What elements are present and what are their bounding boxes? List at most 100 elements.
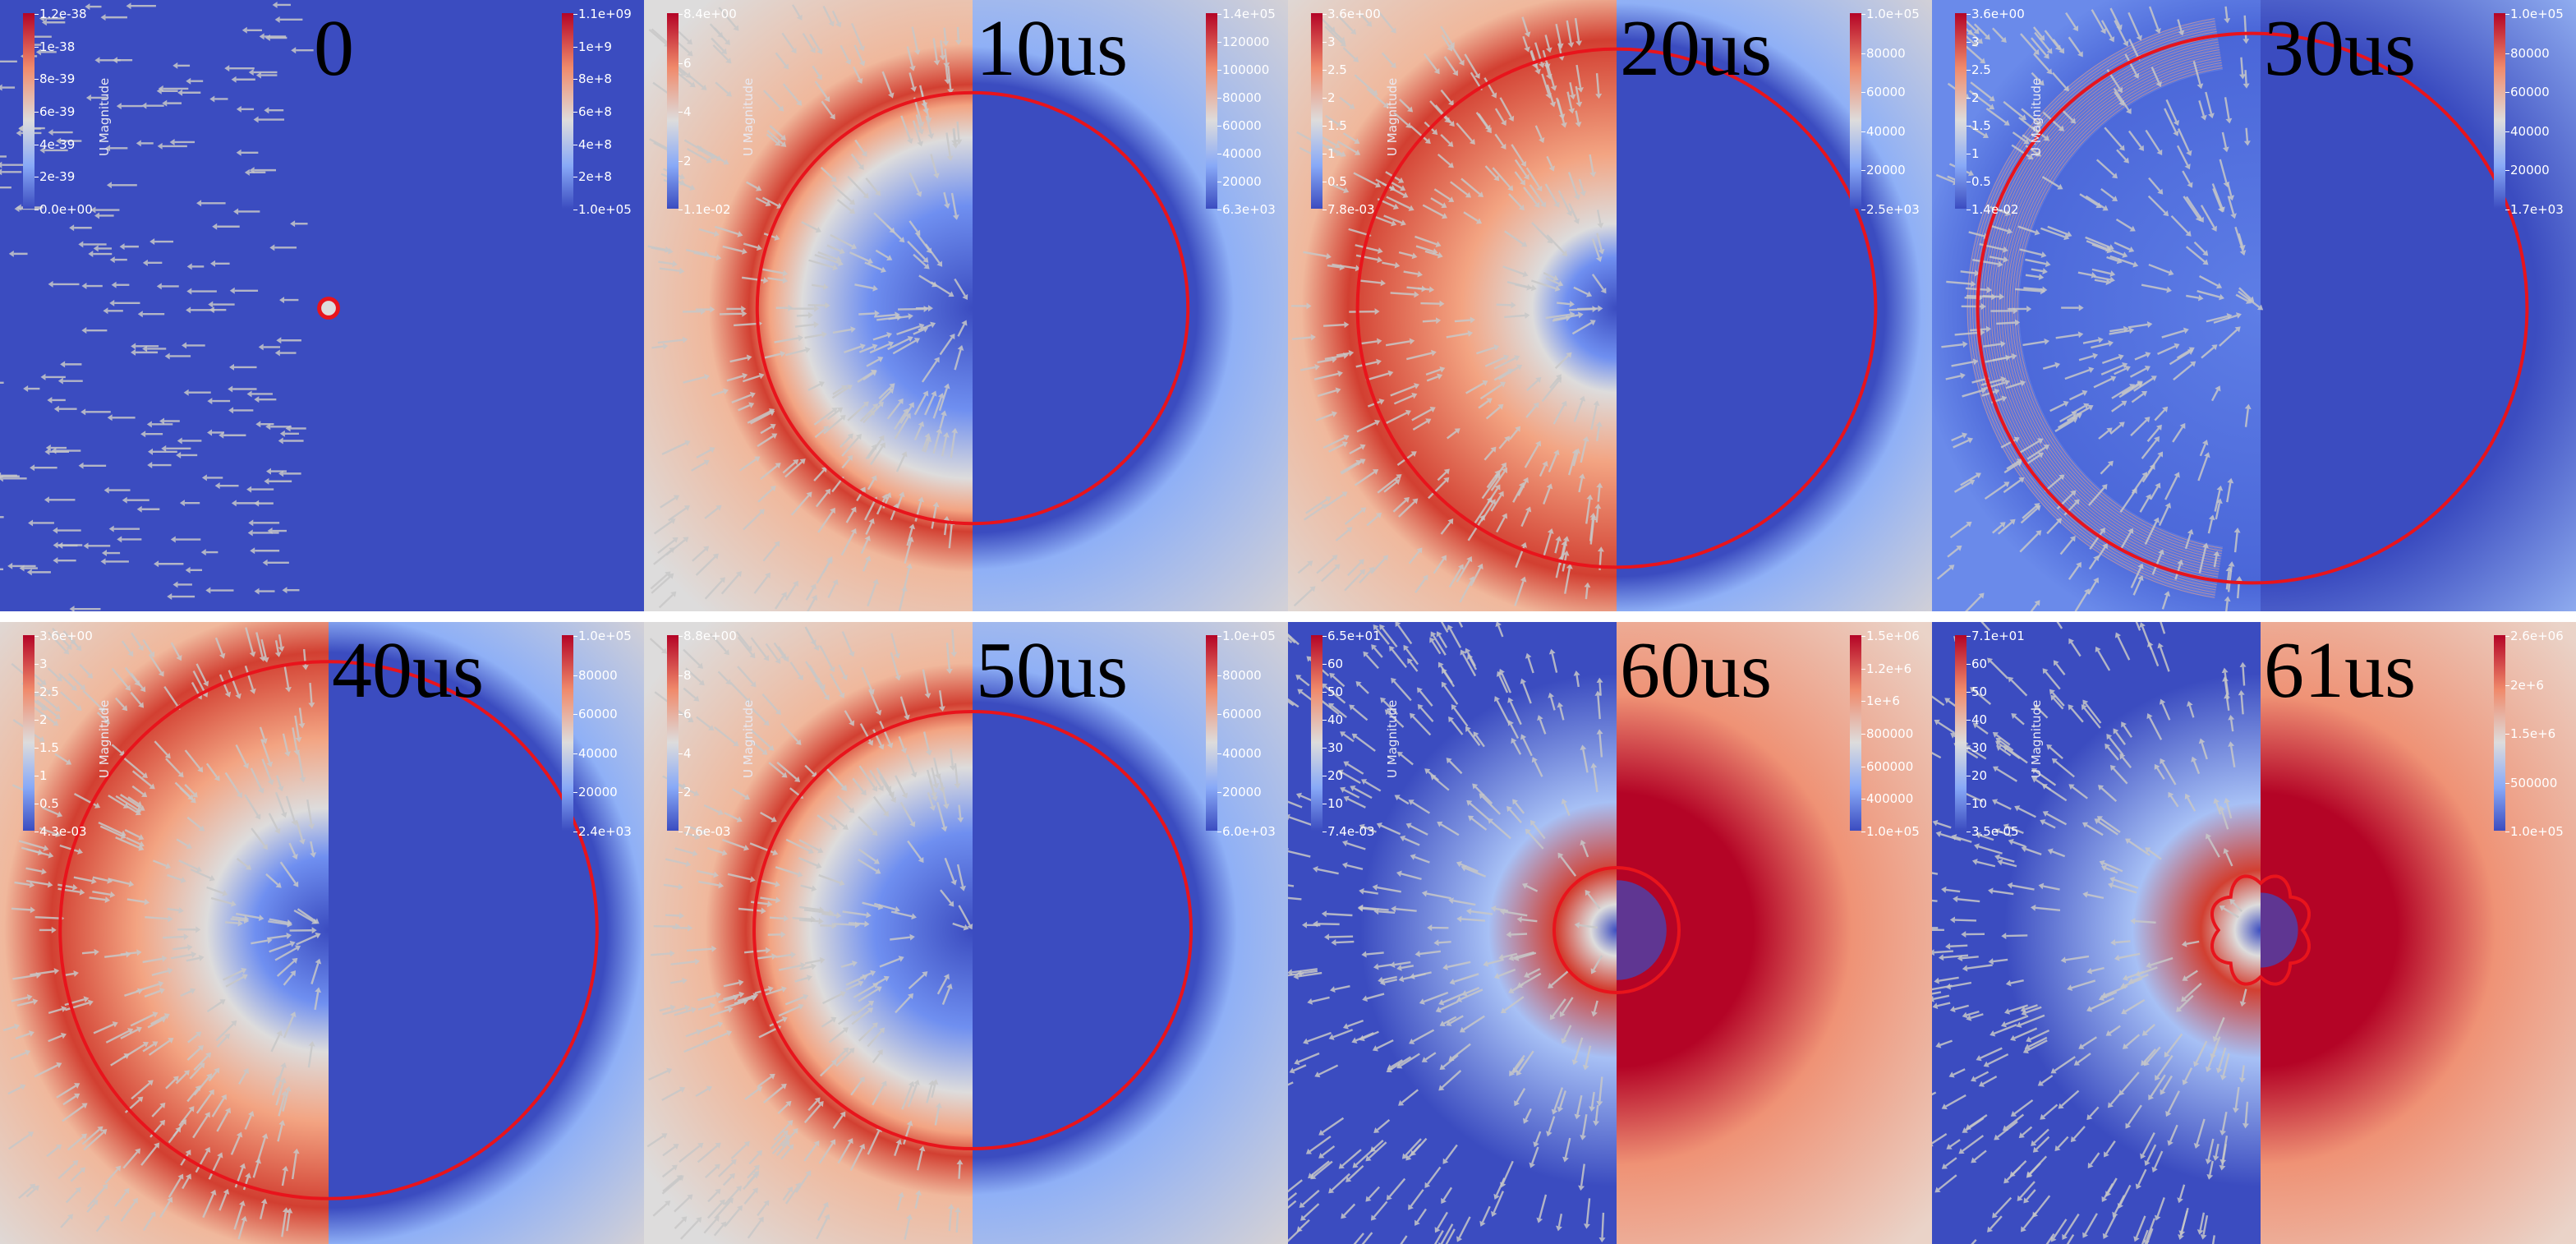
- colorbar-tick: 20000: [2505, 163, 2550, 178]
- colorbar-max: 2.6e+06: [2505, 629, 2564, 643]
- time-label: 0: [314, 4, 354, 93]
- colorbar-gradient: [1311, 635, 1322, 831]
- colorbar-tick: 0.5: [1322, 174, 1347, 189]
- colorbar-tick: 40000: [1217, 745, 1262, 761]
- colorbar-tick: 40000: [573, 745, 618, 761]
- colorbar-tick: 2: [34, 712, 48, 727]
- colorbar-tick: 4: [678, 745, 692, 761]
- colorbar-tick: 2.5: [1322, 62, 1347, 77]
- colorbar-title: U Magnitude: [1385, 699, 1400, 778]
- colorbar-tick: 1.5: [1966, 118, 1991, 133]
- colorbar-tick: 60: [1966, 657, 1988, 671]
- colorbar-tick: 6e-39: [34, 104, 76, 119]
- colorbar-tick: 2e+6: [2505, 677, 2544, 693]
- colorbar-tick: 1.5: [1322, 118, 1347, 133]
- colorbar-tick: 20000: [1217, 174, 1262, 189]
- colorbar-title: U Magnitude: [1385, 77, 1400, 156]
- colorbar-tick: 3: [1322, 35, 1336, 49]
- field-plot: [1932, 0, 2576, 611]
- time-label: 50us: [976, 626, 1129, 715]
- colorbar-tick: 8e-39: [34, 71, 76, 87]
- field-plot: [0, 622, 644, 1244]
- colorbar-tick: 2: [1966, 90, 1980, 105]
- colorbar-tick: 1e+6: [1861, 693, 1900, 709]
- colorbar-gradient: [667, 635, 678, 831]
- colorbar-title: U Magnitude: [97, 77, 112, 156]
- colorbar-gradient: [1206, 13, 1217, 209]
- colorbar-tick: 4: [678, 104, 692, 119]
- simulation-panel-60us: 60us 6.5e+01 60 50 40 30 20 10 7.4e-03 U Magnitud…: [1288, 622, 1932, 1244]
- colorbar-gradient: [1955, 635, 1966, 831]
- colorbar-max: 6.5e+01: [1322, 629, 1381, 643]
- colorbar-max: 8.8e+00: [678, 629, 737, 643]
- time-label: 10us: [976, 4, 1129, 93]
- colorbar-gradient: [1955, 13, 1966, 209]
- colorbar-title: U Magnitude: [97, 699, 112, 778]
- colorbar-gradient: [562, 13, 573, 209]
- colorbar-min: 1.0e+05: [1861, 824, 1920, 839]
- colorbar-tick: 20000: [573, 785, 618, 800]
- bubble-interface: [1355, 47, 1878, 569]
- colorbar-max: 3.6e+00: [1322, 7, 1381, 21]
- colorbar-min: 2.5e+03: [1861, 202, 1920, 217]
- colorbar-gradient: [1850, 635, 1861, 831]
- colorbar-tick: 800000: [1861, 726, 1914, 741]
- colorbar-tick: 60000: [1217, 118, 1262, 133]
- bubble-interface: [1976, 31, 2529, 585]
- colorbar-min: 7.4e-03: [1322, 824, 1375, 839]
- colorbar-tick: 60000: [1217, 707, 1262, 722]
- colorbar-tick: 0.5: [1966, 174, 1991, 189]
- colorbar-tick: 0.5: [34, 796, 59, 811]
- time-label: 61us: [2264, 626, 2417, 715]
- colorbar-min: 7.8e-03: [1322, 202, 1375, 217]
- colorbar-tick: 80000: [1217, 667, 1262, 683]
- colorbar-tick: 10: [1966, 796, 1988, 811]
- colorbar-tick: 600000: [1861, 758, 1914, 774]
- colorbar-tick: 20: [1966, 768, 1988, 783]
- colorbar-tick: 2.5: [1966, 62, 1991, 77]
- colorbar-tick: 1.5: [34, 740, 59, 755]
- colorbar-max: 1.0e+05: [573, 629, 632, 643]
- colorbar-tick: 1: [34, 768, 48, 783]
- colorbar-min: 1.0e+05: [573, 202, 632, 217]
- colorbar-tick: 30: [1966, 740, 1988, 755]
- colorbar-tick: 2.5: [34, 684, 59, 699]
- colorbar-min: 6.3e+03: [1217, 202, 1276, 217]
- colorbar-tick: 80000: [573, 667, 618, 683]
- colorbar-max: 1.4e+05: [1217, 7, 1276, 21]
- bubble-interface: [317, 297, 340, 320]
- colorbar-tick: 500000: [2505, 775, 2558, 790]
- colorbar-tick: 40000: [2505, 123, 2550, 139]
- time-label: 20us: [1620, 4, 1773, 93]
- colorbar-tick: 30: [1322, 740, 1344, 755]
- field-plot: [644, 622, 1288, 1244]
- colorbar-max: 1.1e+09: [573, 7, 632, 21]
- colorbar-tick: 2: [678, 785, 692, 800]
- simulation-panel-20us: 20us 3.6e+00 3 2.5 2 1.5 1 0.5 7.8e-03 U Magnitud…: [1288, 0, 1932, 611]
- colorbar-tick: 40: [1322, 712, 1344, 727]
- colorbar-tick: 40000: [1861, 123, 1906, 139]
- bubble-interface: [2210, 874, 2311, 986]
- colorbar-tick: 50: [1322, 684, 1344, 699]
- colorbar-min: 0.0e+00: [34, 202, 93, 217]
- colorbar-min: 3.5e-05: [1966, 824, 2019, 839]
- colorbar-tick: 6e+8: [573, 104, 612, 119]
- colorbar-max: 3.6e+00: [34, 629, 93, 643]
- colorbar-min: 1.1e-02: [678, 202, 731, 217]
- colorbar-tick: 40: [1966, 712, 1988, 727]
- colorbar-tick: 20000: [1217, 785, 1262, 800]
- colorbar-tick: 1: [1322, 146, 1336, 161]
- colorbar-tick: 400000: [1861, 791, 1914, 807]
- colorbar-tick: 3: [1966, 35, 1980, 49]
- colorbar-tick: 1e-38: [34, 39, 76, 54]
- colorbar-tick: 40000: [1217, 146, 1262, 161]
- colorbar-gradient: [1850, 13, 1861, 209]
- colorbar-tick: 20000: [1861, 163, 1906, 178]
- colorbar-min: 1.7e+03: [2505, 202, 2564, 217]
- colorbar-min: 1.4e-02: [1966, 202, 2019, 217]
- colorbar-tick: 2: [1322, 90, 1336, 105]
- colorbar-tick: 80000: [1861, 45, 1906, 61]
- colorbar-max: 1.0e+05: [1861, 7, 1920, 21]
- colorbar-min: 4.3e-03: [34, 824, 87, 839]
